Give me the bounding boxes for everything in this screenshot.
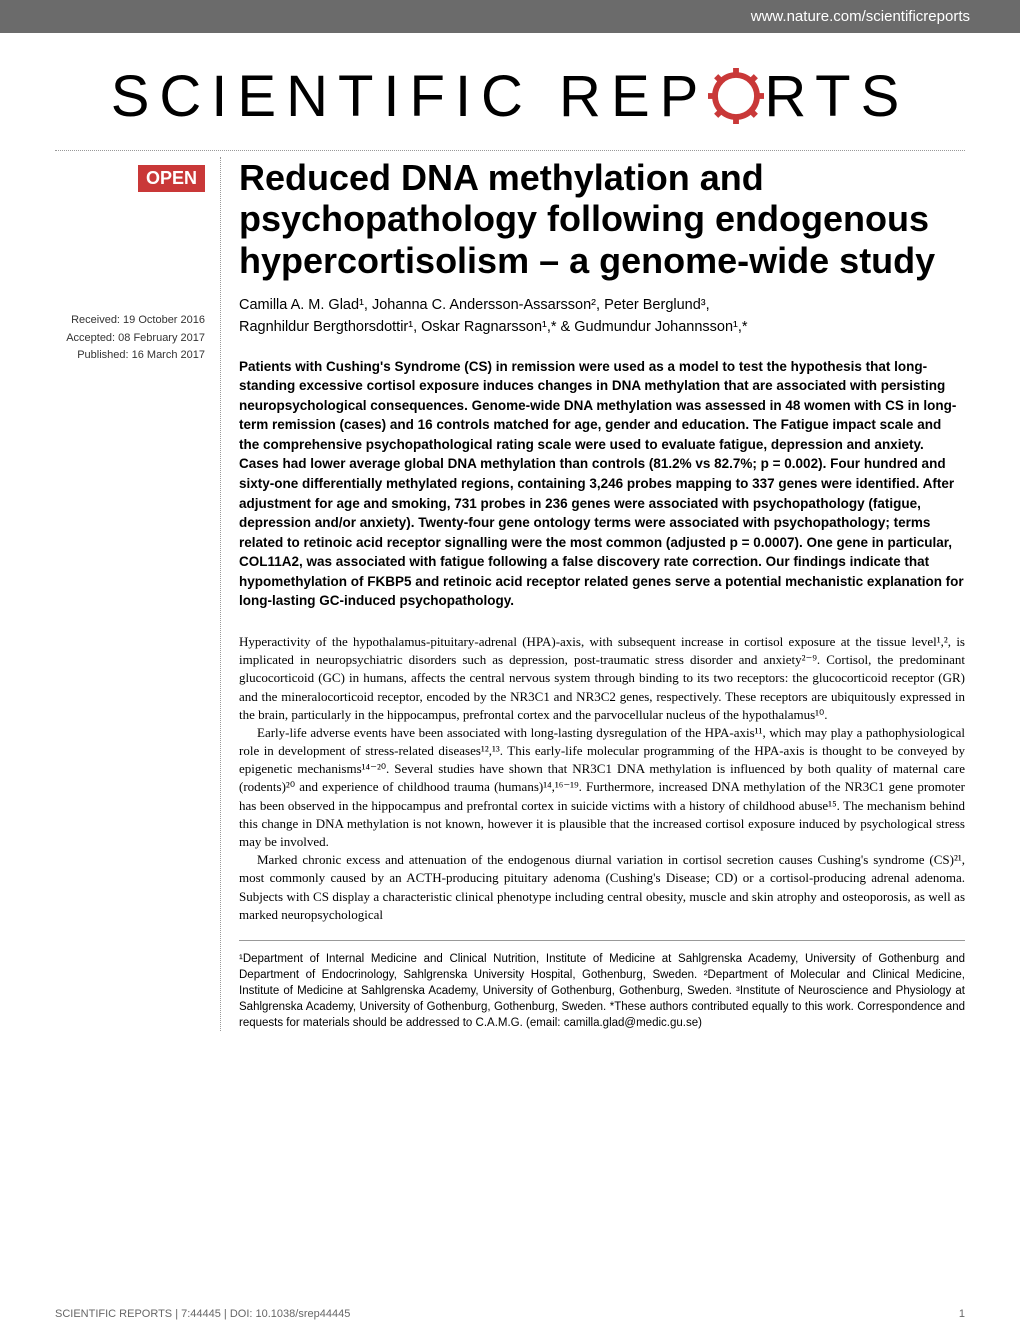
received-date: Received: 19 October 2016 <box>55 312 205 330</box>
footer-page-number: 1 <box>959 1308 965 1320</box>
content-columns: OPEN Received: 19 October 2016 Accepted:… <box>0 157 1020 1031</box>
article-title: Reduced DNA methylation and psychopathol… <box>239 157 965 281</box>
page-footer: SCIENTIFIC REPORTS | 7:44445 | DOI: 10.1… <box>55 1308 965 1320</box>
authors-line-2: Ragnhildur Bergthorsdottir¹, Oskar Ragna… <box>239 317 965 339</box>
abstract: Patients with Cushing's Syndrome (CS) in… <box>239 357 965 611</box>
left-column: OPEN Received: 19 October 2016 Accepted:… <box>55 157 220 1031</box>
body-paragraph-2: Early-life adverse events have been asso… <box>239 724 965 851</box>
logo-gear-icon <box>708 64 764 129</box>
body-text: Hyperactivity of the hypothalamus-pituit… <box>239 633 965 924</box>
logo-text-before: SCIENTIFIC REP <box>111 64 709 129</box>
header-url[interactable]: www.nature.com/scientificreports <box>751 8 970 25</box>
accepted-date: Accepted: 08 February 2017 <box>55 330 205 348</box>
body-paragraph-1: Hyperactivity of the hypothalamus-pituit… <box>239 633 965 724</box>
logo-text-after: RTS <box>764 64 909 129</box>
open-access-badge: OPEN <box>138 165 205 192</box>
journal-logo: SCIENTIFIC REP RTS <box>0 63 1020 130</box>
authors-line-1: Camilla A. M. Glad¹, Johanna C. Andersso… <box>239 295 965 317</box>
affiliations: ¹Department of Internal Medicine and Cli… <box>239 940 965 1031</box>
article-dates: Received: 19 October 2016 Accepted: 08 F… <box>55 312 205 365</box>
author-list: Camilla A. M. Glad¹, Johanna C. Andersso… <box>239 295 965 339</box>
body-paragraph-3: Marked chronic excess and attenuation of… <box>239 851 965 924</box>
divider <box>55 150 965 151</box>
footer-citation: SCIENTIFIC REPORTS | 7:44445 | DOI: 10.1… <box>55 1308 350 1320</box>
header-band: www.nature.com/scientificreports <box>0 0 1020 33</box>
published-date: Published: 16 March 2017 <box>55 347 205 365</box>
right-column: Reduced DNA methylation and psychopathol… <box>220 157 965 1031</box>
